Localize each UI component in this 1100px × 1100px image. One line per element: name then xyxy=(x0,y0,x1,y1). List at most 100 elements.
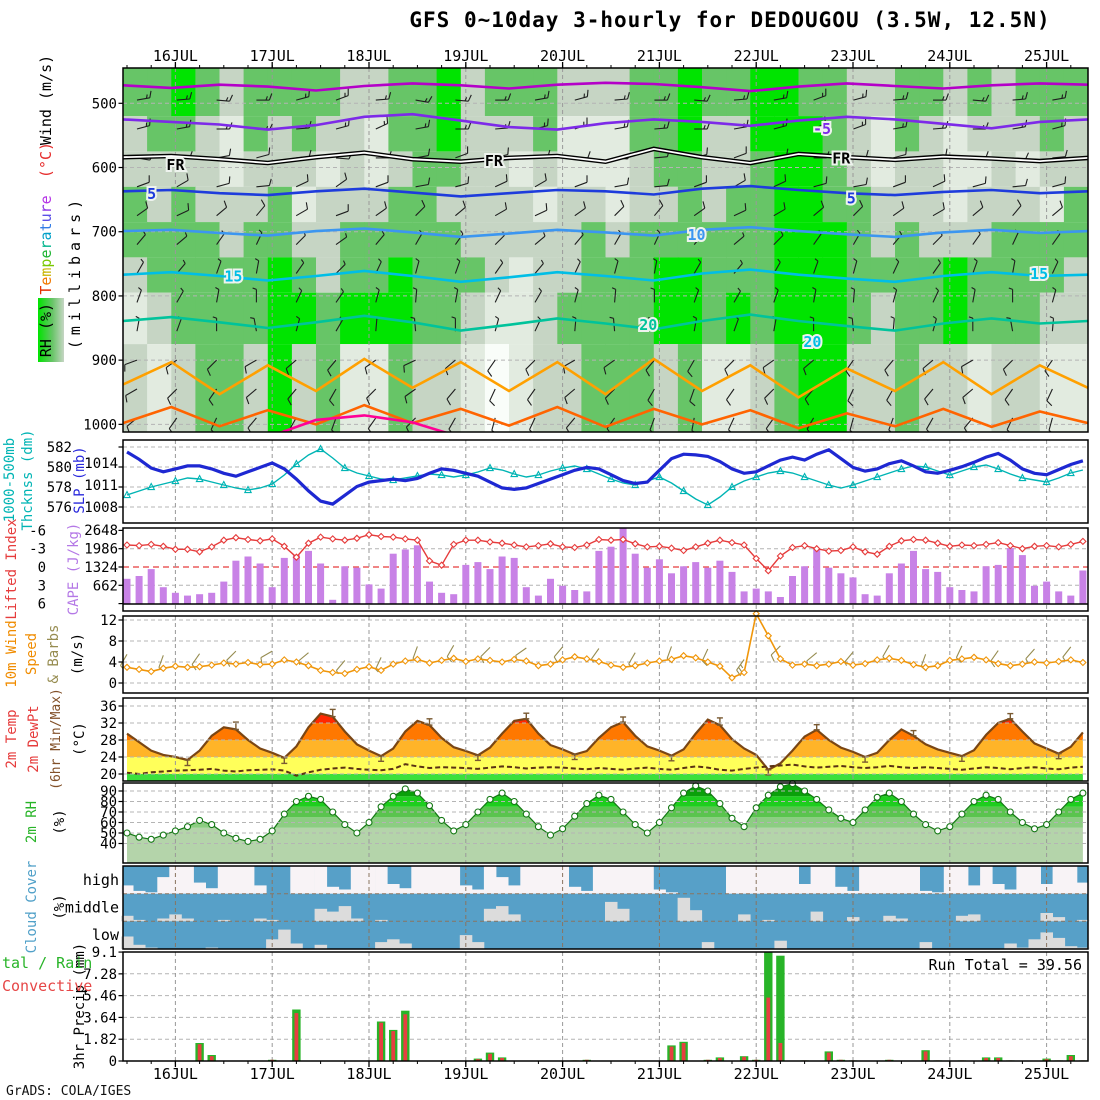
svg-text:Cloud Cover: Cloud Cover xyxy=(24,861,40,954)
svg-text:0: 0 xyxy=(109,1054,117,1070)
svg-text:25JUL: 25JUL xyxy=(1024,47,1069,65)
svg-text:(%): (%) xyxy=(52,809,68,834)
svg-text:28: 28 xyxy=(100,733,117,749)
svg-text:Run Total = 39.56: Run Total = 39.56 xyxy=(928,956,1082,974)
svg-text:Lifted Index: Lifted Index xyxy=(4,518,20,619)
svg-text:900: 900 xyxy=(92,353,117,369)
svg-text:-5: -5 xyxy=(813,120,831,138)
svg-text:7.28: 7.28 xyxy=(83,967,117,983)
svg-text:19JUL: 19JUL xyxy=(443,47,488,65)
svg-text:FR: FR xyxy=(485,152,504,170)
svg-text:500: 500 xyxy=(92,96,117,112)
svg-text:25JUL: 25JUL xyxy=(1024,1065,1069,1083)
svg-text:22JUL: 22JUL xyxy=(734,1065,779,1083)
svg-text:1000: 1000 xyxy=(83,417,117,433)
svg-text:2m DewPt: 2m DewPt xyxy=(26,705,42,772)
svg-text:Wind (m/s): Wind (m/s) xyxy=(37,55,55,145)
svg-text:24JUL: 24JUL xyxy=(927,47,972,65)
svg-text:600: 600 xyxy=(92,161,117,177)
svg-text:1324: 1324 xyxy=(84,560,118,576)
svg-text:FR: FR xyxy=(166,156,185,174)
svg-text:SLP (mb): SLP (mb) xyxy=(72,446,88,513)
svg-text:18JUL: 18JUL xyxy=(346,1065,391,1083)
svg-text:19JUL: 19JUL xyxy=(443,1065,488,1083)
svg-text:15: 15 xyxy=(224,268,242,286)
svg-text:15: 15 xyxy=(1030,265,1048,283)
svg-text:-6: -6 xyxy=(29,523,46,539)
svg-text:16JUL: 16JUL xyxy=(153,1065,198,1083)
svg-text:17JUL: 17JUL xyxy=(250,1065,295,1083)
svg-text:(m/s): (m/s) xyxy=(70,633,86,675)
svg-text:-3: -3 xyxy=(29,542,46,558)
svg-text:(°C): (°C) xyxy=(37,142,55,178)
svg-text:20: 20 xyxy=(639,316,657,334)
svg-text:3: 3 xyxy=(38,578,46,594)
svg-text:Speed: Speed xyxy=(24,633,40,675)
svg-text:9.1: 9.1 xyxy=(92,945,117,961)
panel-10m-wind xyxy=(120,609,1088,693)
svg-text:Thcknss (dm): Thcknss (dm) xyxy=(20,429,36,530)
svg-text:0: 0 xyxy=(109,676,117,692)
svg-text:1000-500mb: 1000-500mb xyxy=(2,438,18,522)
svg-text:6: 6 xyxy=(38,597,46,613)
svg-text:& Barbs: & Barbs xyxy=(46,624,62,683)
svg-text:5.46: 5.46 xyxy=(83,989,117,1005)
panel-slp-thickness xyxy=(122,440,1088,523)
svg-text:high: high xyxy=(83,871,119,889)
svg-text:10: 10 xyxy=(688,226,706,244)
svg-text:4: 4 xyxy=(109,655,117,671)
panel-cloud-cover xyxy=(121,866,1090,949)
svg-text:36: 36 xyxy=(100,699,117,715)
svg-text:1.82: 1.82 xyxy=(83,1032,117,1048)
svg-text:2m Temp: 2m Temp xyxy=(4,709,20,768)
svg-text:20: 20 xyxy=(100,767,117,783)
svg-text:2648: 2648 xyxy=(84,523,118,539)
panel-precip: Run Total = 39.56 xyxy=(123,952,1088,1061)
svg-text:CAPE (J/kg): CAPE (J/kg) xyxy=(66,523,82,616)
svg-text:0: 0 xyxy=(38,560,46,576)
svg-text:20JUL: 20JUL xyxy=(540,47,585,65)
panel-2m-rh xyxy=(123,780,1088,863)
chart-title: GFS 0~10day 3-hourly for DEDOUGOU (3.5W,… xyxy=(409,8,1051,32)
svg-text:8: 8 xyxy=(109,634,117,650)
svg-text:662: 662 xyxy=(93,578,118,594)
svg-text:10m Wind: 10m Wind xyxy=(4,620,20,687)
svg-text:578: 578 xyxy=(47,480,72,496)
svg-text:(millibars): (millibars) xyxy=(66,195,84,349)
svg-text:5: 5 xyxy=(147,185,156,203)
svg-text:1986: 1986 xyxy=(84,541,118,557)
svg-text:1014: 1014 xyxy=(84,456,118,472)
svg-text:20: 20 xyxy=(803,333,821,351)
svg-text:20JUL: 20JUL xyxy=(540,1065,585,1083)
svg-text:21JUL: 21JUL xyxy=(637,1065,682,1083)
svg-text:24: 24 xyxy=(100,750,117,766)
svg-text:(6hr Min/Max): (6hr Min/Max) xyxy=(49,688,64,790)
panel-2m-temp xyxy=(123,698,1088,781)
svg-text:low: low xyxy=(92,926,120,944)
svg-text:Temperature: Temperature xyxy=(37,195,55,294)
svg-text:RH (%): RH (%) xyxy=(37,303,55,357)
svg-text:FR: FR xyxy=(832,150,851,168)
svg-text:tal / Rain: tal / Rain xyxy=(2,954,92,972)
svg-text:3hr Precip (mm): 3hr Precip (mm) xyxy=(72,943,88,1069)
svg-text:70: 70 xyxy=(100,805,117,821)
svg-text:23JUL: 23JUL xyxy=(830,1065,875,1083)
svg-text:60: 60 xyxy=(100,816,117,832)
svg-text:2m RH: 2m RH xyxy=(24,801,40,843)
svg-text:700: 700 xyxy=(92,225,117,241)
svg-text:1008: 1008 xyxy=(84,500,118,516)
svg-text:582: 582 xyxy=(47,440,72,456)
svg-text:580: 580 xyxy=(47,460,72,476)
svg-text:Convective: Convective xyxy=(2,977,92,995)
svg-text:576: 576 xyxy=(47,500,72,516)
svg-text:23JUL: 23JUL xyxy=(830,47,875,65)
svg-text:21JUL: 21JUL xyxy=(637,47,682,65)
side-labels: Wind (m/s)(°C) Temperature RH (%) (millibar… xyxy=(2,55,92,1069)
svg-text:17JUL: 17JUL xyxy=(250,47,295,65)
svg-text:90: 90 xyxy=(100,784,117,800)
axes: 16JUL 16JUL 17JUL 17JUL 18JUL 18JUL 19JUL 19JUL… xyxy=(29,47,1089,1083)
svg-text:800: 800 xyxy=(92,289,117,305)
